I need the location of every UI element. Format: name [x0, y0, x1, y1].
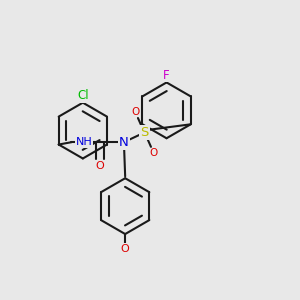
Text: O: O — [96, 161, 104, 171]
Text: F: F — [163, 68, 170, 82]
Text: NH: NH — [76, 137, 93, 147]
Text: O: O — [121, 244, 130, 254]
Text: Cl: Cl — [77, 89, 89, 102]
Text: O: O — [150, 148, 158, 158]
Text: S: S — [140, 126, 149, 139]
Text: N: N — [119, 136, 129, 149]
Text: O: O — [131, 106, 139, 116]
